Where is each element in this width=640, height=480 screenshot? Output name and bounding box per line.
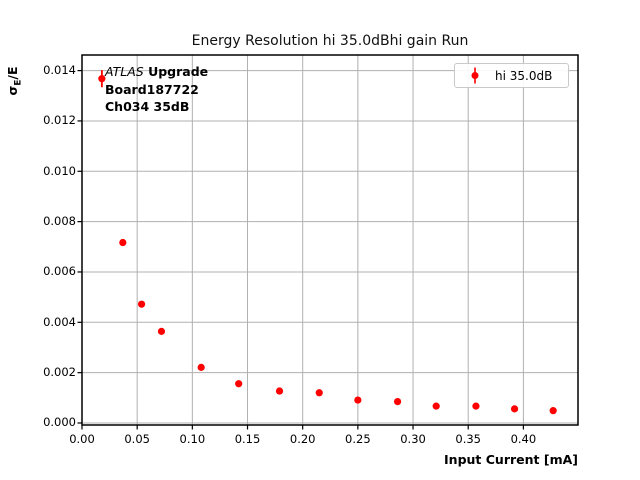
annotation-board: Board187722 <box>105 81 199 97</box>
ylabel-subscript: E <box>13 79 24 86</box>
y-tick-label: 0.006 <box>43 264 76 279</box>
x-axis-label: Input Current [mA] <box>444 452 578 467</box>
data-point <box>354 396 362 404</box>
data-point <box>98 75 106 83</box>
y-tick-label: 0.004 <box>43 314 76 329</box>
y-axis-label: σE/E <box>5 44 24 118</box>
data-point <box>275 387 284 395</box>
legend-label: hi 35.0dB <box>495 68 553 83</box>
data-point <box>472 402 480 410</box>
x-tick-label: 0.30 <box>400 432 426 446</box>
data-point <box>432 402 440 410</box>
y-tick-label: 0.010 <box>43 163 76 178</box>
data-point <box>393 397 402 406</box>
data-point <box>157 327 166 335</box>
ylabel-rest: /E <box>5 66 20 80</box>
x-tick-label: 0.10 <box>179 432 206 446</box>
y-tick-label: 0.014 <box>43 63 76 78</box>
data-point <box>197 363 205 371</box>
annotation-atlas: ATLAS <box>105 64 144 79</box>
y-tick-label: 0.008 <box>43 214 76 229</box>
data-point <box>549 407 557 415</box>
annotation-upgrade: Upgrade <box>143 64 209 79</box>
annotation-block: ATLAS Upgrade Board187722 Ch034 35dB <box>105 63 208 116</box>
data-point <box>119 238 127 247</box>
ylabel-sigma: σ <box>5 85 20 96</box>
x-tick-label: 0.05 <box>124 432 150 446</box>
x-tick-label: 0.40 <box>510 432 537 446</box>
data-point <box>137 300 146 308</box>
x-tick-label: 0.25 <box>345 432 371 446</box>
data-point <box>315 389 323 397</box>
y-tick-label: 0.002 <box>43 365 76 380</box>
x-tick-label: 0.35 <box>455 432 481 446</box>
x-tick-label: 0.15 <box>234 432 261 446</box>
data-point <box>235 380 243 388</box>
y-tick-label: 0.000 <box>43 415 76 430</box>
y-tick-label: 0.012 <box>43 113 76 128</box>
errorbar-marker-icon <box>471 67 479 84</box>
legend-box: hi 35.0dB <box>454 63 569 88</box>
x-tick-label: 0.20 <box>289 432 316 446</box>
x-tick-label: 0.00 <box>69 432 95 446</box>
data-point <box>510 405 519 413</box>
annotation-channel: Ch034 35dB <box>105 99 190 114</box>
annotation-line-1: ATLAS Upgrade <box>105 63 208 81</box>
chart-title: Energy Resolution hi 35.0dBhi gain Run <box>191 33 469 49</box>
axes-frame <box>81 54 579 426</box>
